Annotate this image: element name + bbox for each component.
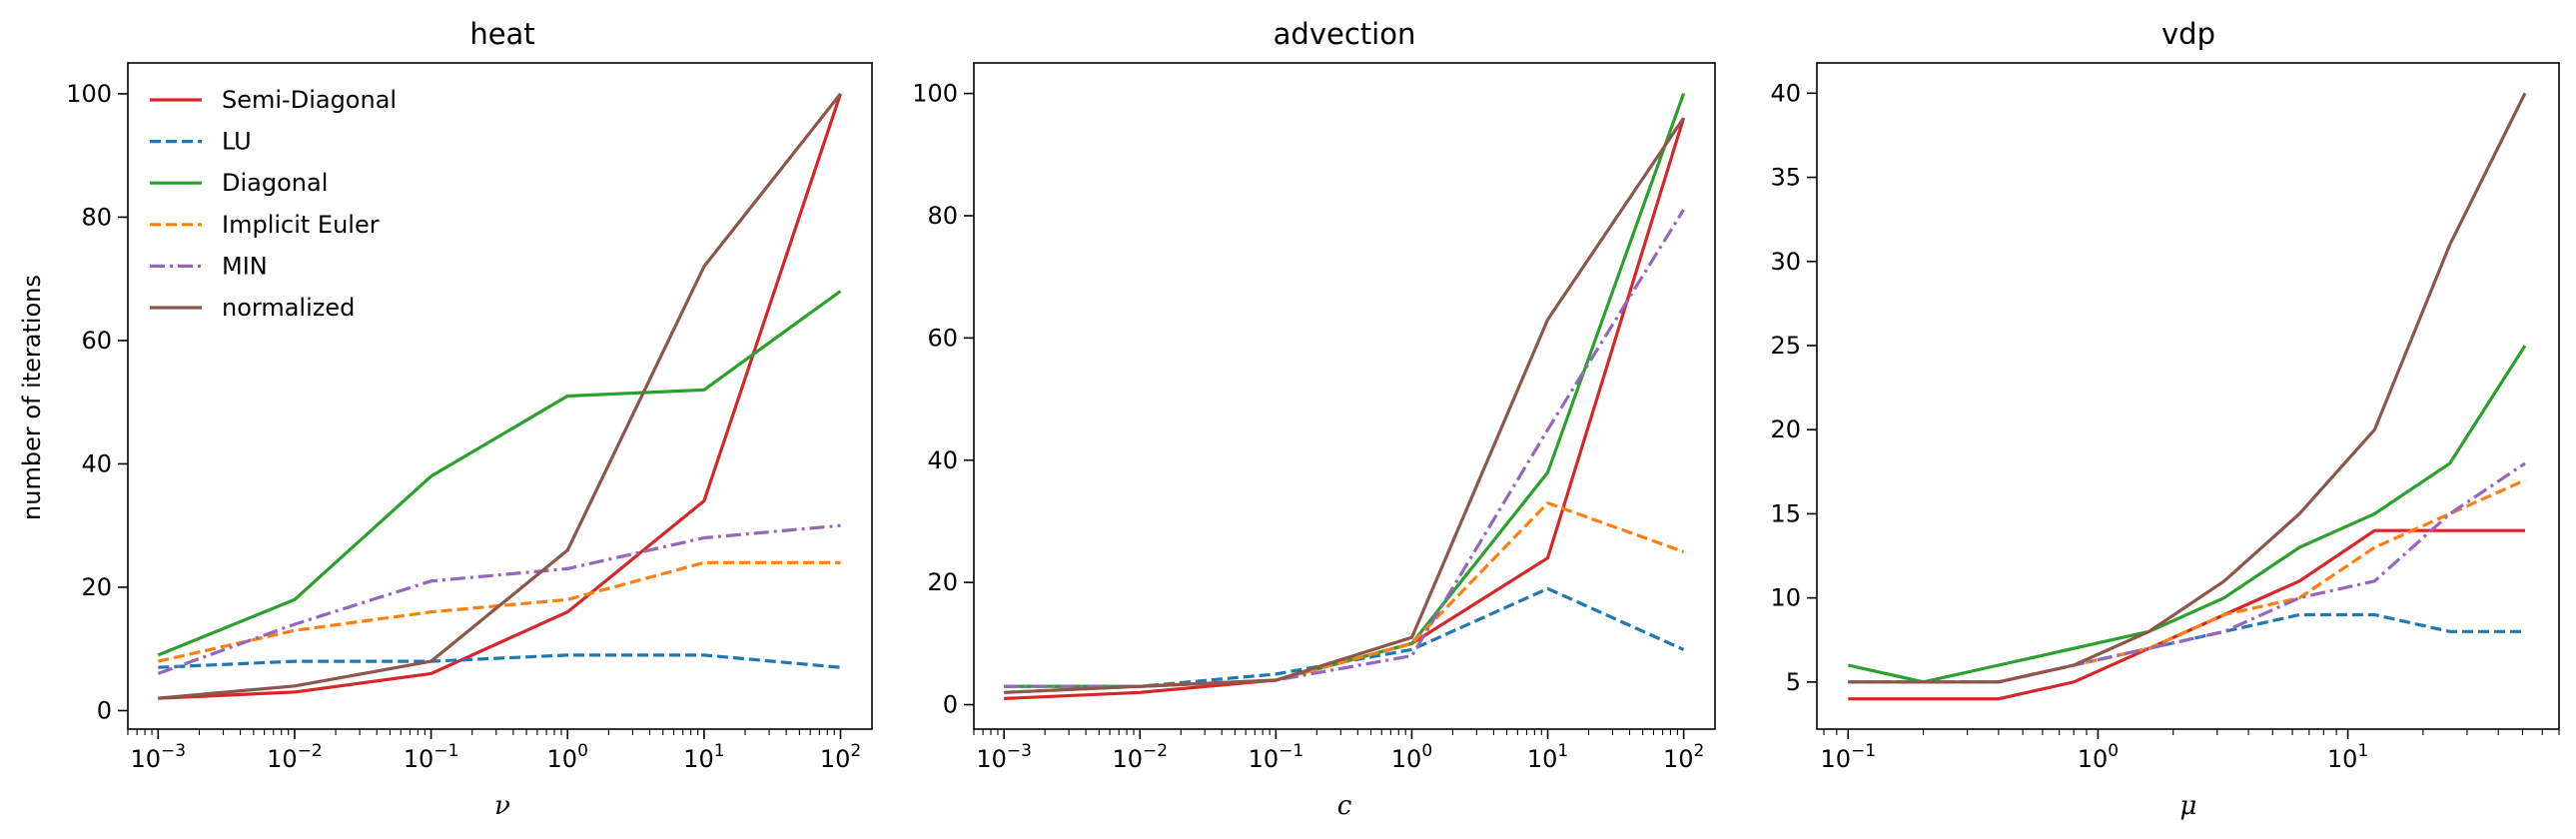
legend-label: Diagonal	[222, 169, 328, 197]
x-tick-label: 10−3	[976, 741, 1032, 773]
series-line-diagonal	[157, 290, 842, 657]
x-tick-label: 10−1	[404, 741, 459, 773]
y-tick-label: 20	[1770, 416, 1801, 443]
x-tick-label: 100	[547, 741, 588, 773]
chart-title-heat: heat	[469, 17, 534, 51]
series-lines-advection	[1004, 93, 1686, 700]
series-line-min	[157, 523, 841, 675]
panel-advection: advection c 10−3 10−2 10−1 100 101 102 0 20 40 60…	[912, 17, 1716, 821]
x-axis-label-vdp: μ	[2180, 791, 2197, 821]
y-tick-label: 60	[927, 324, 958, 352]
y-tick-label: 40	[1770, 79, 1801, 107]
series-line-normalized	[1004, 117, 1685, 694]
series-line-diagonal	[1847, 345, 2527, 684]
x-tick-label: 10−1	[1249, 741, 1304, 773]
x-tick-label: 101	[2327, 741, 2368, 773]
x-tick-label: 10−2	[267, 741, 323, 773]
x-tick-label: 10−2	[1112, 741, 1168, 773]
legend-label: Implicit Euler	[222, 211, 380, 239]
y-tick-label: 5	[1786, 668, 1801, 696]
series-line-semi-diagonal	[158, 93, 843, 700]
x-tick-label: 10−1	[1820, 741, 1876, 773]
y-tick-label: 10	[1770, 584, 1801, 612]
plot-frame-vdp	[1816, 62, 2560, 730]
legend-label: normalized	[222, 294, 355, 322]
legend-label: MIN	[222, 252, 268, 280]
legend-item-normalized: normalized	[150, 294, 355, 322]
x-tick-label: 101	[1527, 741, 1568, 773]
legend-item-implicit-euler: Implicit Euler	[150, 211, 380, 239]
panel-heat: heat number of iterations ν 10−3 10−2 10−1…	[18, 17, 873, 821]
legend-item-lu: LU	[150, 128, 252, 156]
series-line-lu	[158, 653, 841, 669]
chart-title-advection: advection	[1274, 17, 1416, 51]
plot-frame-advection	[973, 62, 1716, 730]
y-tick-label: 100	[66, 80, 112, 108]
series-lines-heat	[157, 92, 843, 700]
x-tick-label: 102	[1663, 741, 1704, 773]
x-tick-label: 102	[820, 741, 861, 773]
x-tick-label: 100	[2078, 741, 2119, 773]
legend-item-min: MIN	[150, 252, 268, 280]
series-line-normalized	[1848, 92, 2527, 684]
x-tick-label: 101	[683, 741, 724, 773]
y-tick-label: 100	[912, 80, 958, 108]
y-tick-label: 0	[97, 696, 112, 724]
y-tick-label: 80	[81, 203, 112, 231]
legend-item-semi-diagonal: Semi-Diagonal	[150, 86, 397, 114]
legend-label: Semi-Diagonal	[222, 86, 397, 114]
y-tick-label: 60	[81, 327, 112, 355]
legend: Semi-Diagonal LU Diagonal Implicit Euler MIN…	[150, 86, 397, 322]
y-tick-label: 80	[927, 202, 958, 230]
series-line-normalized	[158, 92, 842, 700]
y-tick-label: 20	[81, 573, 112, 601]
y-tick-label: 35	[1770, 164, 1801, 192]
y-tick-label: 15	[1770, 499, 1801, 527]
plot-area-heat: 10−3 10−2 10−1 100 101 102 0 20 40 60 80 100	[66, 62, 873, 773]
y-axis-label-heat: number of iterations	[18, 275, 46, 520]
x-axis-label-advection: c	[1337, 791, 1352, 821]
y-tick-label: 0	[943, 691, 958, 719]
x-tick-label: 10−3	[131, 741, 187, 773]
plot-frame-heat	[127, 62, 873, 730]
chart-title-vdp: vdp	[2161, 17, 2215, 51]
y-tick-label: 40	[927, 446, 958, 474]
x-tick-label: 100	[1391, 741, 1432, 773]
y-tick-label: 20	[927, 568, 958, 596]
y-tick-label: 40	[81, 449, 112, 477]
y-tick-label: 25	[1770, 332, 1801, 360]
legend-label: LU	[222, 128, 252, 156]
legend-item-diagonal: Diagonal	[150, 169, 328, 197]
series-lines-vdp	[1847, 92, 2527, 701]
plot-area-advection: 10−3 10−2 10−1 100 101 102 0 20 40 60 80 100	[912, 62, 1716, 773]
y-tick-label: 30	[1770, 248, 1801, 276]
x-axis-label-heat: ν	[494, 791, 510, 821]
